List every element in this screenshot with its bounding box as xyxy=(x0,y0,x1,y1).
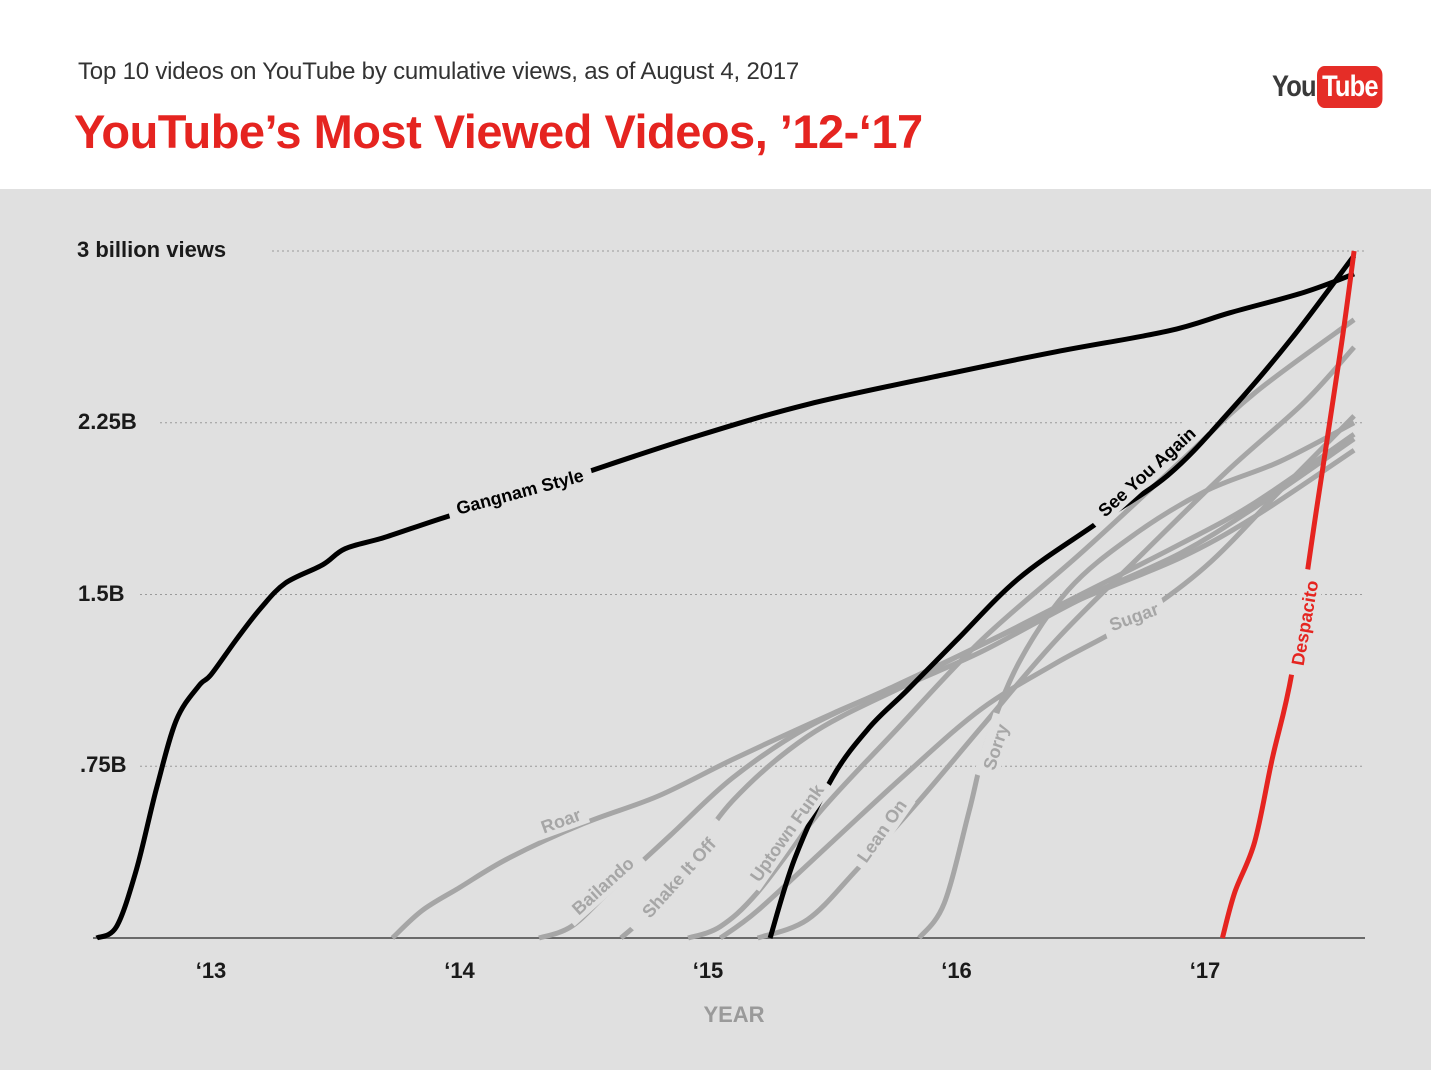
series-line-shake-it-off xyxy=(619,436,1356,940)
youtube-logo-you: You xyxy=(1272,70,1317,103)
x-tick-label: ‘16 xyxy=(941,958,972,983)
series-line-lean-on xyxy=(756,345,1356,941)
y-tick-label: 2.25B xyxy=(78,408,137,434)
svg-text:See You Again: See You Again xyxy=(1094,423,1199,521)
header: Top 10 videos on YouTube by cumulative v… xyxy=(0,0,1431,189)
series-label-sugar: Sugar xyxy=(1099,593,1169,639)
series-line-bailando xyxy=(538,432,1356,941)
svg-text:Bailando: Bailando xyxy=(568,853,638,919)
series-label-uptown-funk: Uptown Funk xyxy=(739,773,833,892)
red-series-lines xyxy=(1219,250,1357,939)
series-line-despacito xyxy=(1219,250,1357,939)
series-label-gangnam-style: Gangnam Style xyxy=(444,460,595,522)
youtube-logo-tube: Tube xyxy=(1317,66,1384,108)
plot-area xyxy=(0,189,1431,1070)
series-line-gangnam-style xyxy=(95,271,1355,941)
series-line-sugar xyxy=(718,414,1356,941)
y-tick-label: 1.5B xyxy=(78,580,125,606)
series-line-sorry xyxy=(917,420,1356,940)
series-label-see-you-again: See You Again xyxy=(1083,412,1210,530)
youtube-logo: You Tube xyxy=(1272,66,1395,108)
series-label-despacito: Despacito xyxy=(1282,568,1326,678)
svg-text:Uptown Funk: Uptown Funk xyxy=(746,780,828,886)
series-label-sorry: Sorry xyxy=(973,712,1017,782)
x-tick-label: ‘14 xyxy=(444,958,475,983)
chart-title: YouTube’s Most Viewed Videos, ’12-‘17 xyxy=(74,105,923,158)
x-tick-label: ‘15 xyxy=(692,958,724,983)
series-labels: Gangnam Style See You AgainDespacitoRoarB… xyxy=(444,412,1326,937)
x-tick-label: ‘13 xyxy=(195,958,227,983)
svg-text:Shake It Off: Shake It Off xyxy=(638,833,720,921)
y-tick-label: .75B xyxy=(80,752,127,778)
gridlines xyxy=(140,250,1365,767)
x-tick-label: ‘17 xyxy=(1189,958,1221,983)
y-tick-label: 3 billion views xyxy=(77,237,227,262)
x-axis-title: YEAR xyxy=(703,1002,765,1027)
chart-subtitle: Top 10 videos on YouTube by cumulative v… xyxy=(78,58,800,85)
series-label-lean-on: Lean On xyxy=(846,788,916,873)
svg-text:Lean On: Lean On xyxy=(853,796,911,866)
series-label-shake-it-off: Shake It Off xyxy=(623,818,734,937)
